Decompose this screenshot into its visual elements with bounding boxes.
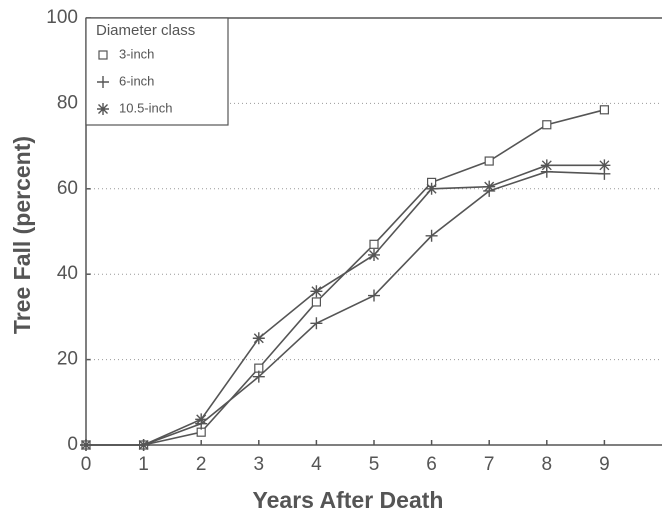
x-tick-label: 2 <box>196 454 207 475</box>
legend-title: Diameter class <box>96 22 195 39</box>
x-tick-label: 6 <box>426 454 437 475</box>
legend-marker <box>97 76 109 88</box>
data-point <box>310 285 323 298</box>
data-point <box>137 439 150 451</box>
y-tick-label: 100 <box>46 7 78 28</box>
x-axis-label: Years After Death <box>253 487 444 513</box>
x-tick-label: 4 <box>311 454 322 475</box>
legend-label: 6-inch <box>119 73 154 88</box>
data-point <box>425 229 438 242</box>
x-tick-label: 5 <box>369 454 380 475</box>
y-tick-label: 0 <box>67 434 78 455</box>
data-point <box>598 159 611 172</box>
y-tick-label: 80 <box>57 92 78 113</box>
legend-marker <box>97 103 109 115</box>
data-point <box>425 182 438 195</box>
data-point <box>484 156 494 166</box>
data-point <box>310 317 323 330</box>
data-point <box>542 120 552 130</box>
legend-box <box>85 17 229 126</box>
x-tick-label: 3 <box>254 454 265 475</box>
x-tick-label: 0 <box>81 454 92 475</box>
legend: Diameter class 3-inch 6-inch 10.5-inch <box>85 17 229 126</box>
series-line <box>86 109 605 446</box>
data-point <box>195 413 208 426</box>
x-tick-label: 7 <box>484 454 495 475</box>
data-point <box>368 289 380 302</box>
data-point <box>80 439 92 451</box>
x-tick-label: 1 <box>138 454 149 475</box>
data-point <box>599 105 610 115</box>
legend-label: 10.5-inch <box>119 100 172 115</box>
data-point <box>483 180 496 193</box>
y-tick-label: 20 <box>57 349 78 370</box>
y-tick-label: 40 <box>57 263 78 284</box>
series-line <box>86 170 605 446</box>
x-tick-label: 9 <box>599 454 610 475</box>
data-point <box>252 370 265 383</box>
data-point <box>540 159 553 172</box>
data-point <box>252 332 265 345</box>
legend-label: 3-inch <box>119 46 154 61</box>
y-tick-label: 60 <box>57 178 78 199</box>
series-line <box>86 164 605 446</box>
data-point <box>368 248 380 261</box>
x-tick-label: 8 <box>542 454 553 475</box>
data-point <box>369 239 379 249</box>
y-axis-label: Tree Fall (percent) <box>9 136 35 334</box>
legend-marker <box>98 50 108 60</box>
data-point <box>311 297 321 307</box>
